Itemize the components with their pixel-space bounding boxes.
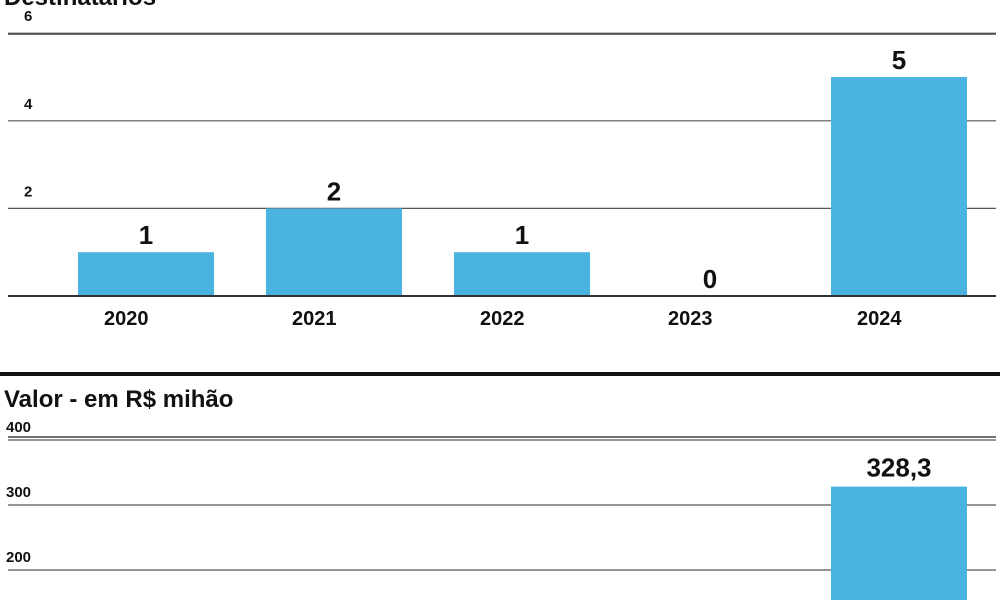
data-label: 5 [892, 45, 906, 75]
x-tick-label: 2020 [104, 308, 149, 330]
y-tick-label: 400 [6, 419, 31, 436]
bar [831, 77, 967, 296]
x-tick-label: 2024 [857, 308, 902, 330]
y-tick-label: 300 [6, 484, 31, 501]
bar [78, 252, 214, 296]
data-label: 1 [139, 220, 153, 250]
bar [831, 486, 967, 600]
data-label: 2 [327, 176, 341, 206]
x-tick-label: 2021 [292, 308, 337, 330]
chart-title-value: Valor - em R$ mihão [4, 386, 234, 413]
bar [266, 208, 402, 296]
y-tick-label: 2 [24, 183, 32, 200]
y-tick-label: 6 [24, 8, 32, 25]
y-tick-label: 4 [24, 96, 33, 113]
chart-recipients: 2 4 6 1 2020 2 2021 1 2022 0 2023 5 2024 [8, 8, 996, 330]
data-label: 1 [515, 220, 529, 250]
x-tick-label: 2022 [480, 308, 525, 330]
section-divider [0, 372, 1000, 376]
data-label: 0 [703, 264, 717, 294]
y-tick-label: 200 [6, 549, 31, 566]
data-label: 328,3 [866, 453, 931, 483]
x-tick-label: 2023 [668, 308, 713, 330]
chart-title-recipients: Destinatários [4, 0, 156, 12]
bar [454, 252, 590, 296]
